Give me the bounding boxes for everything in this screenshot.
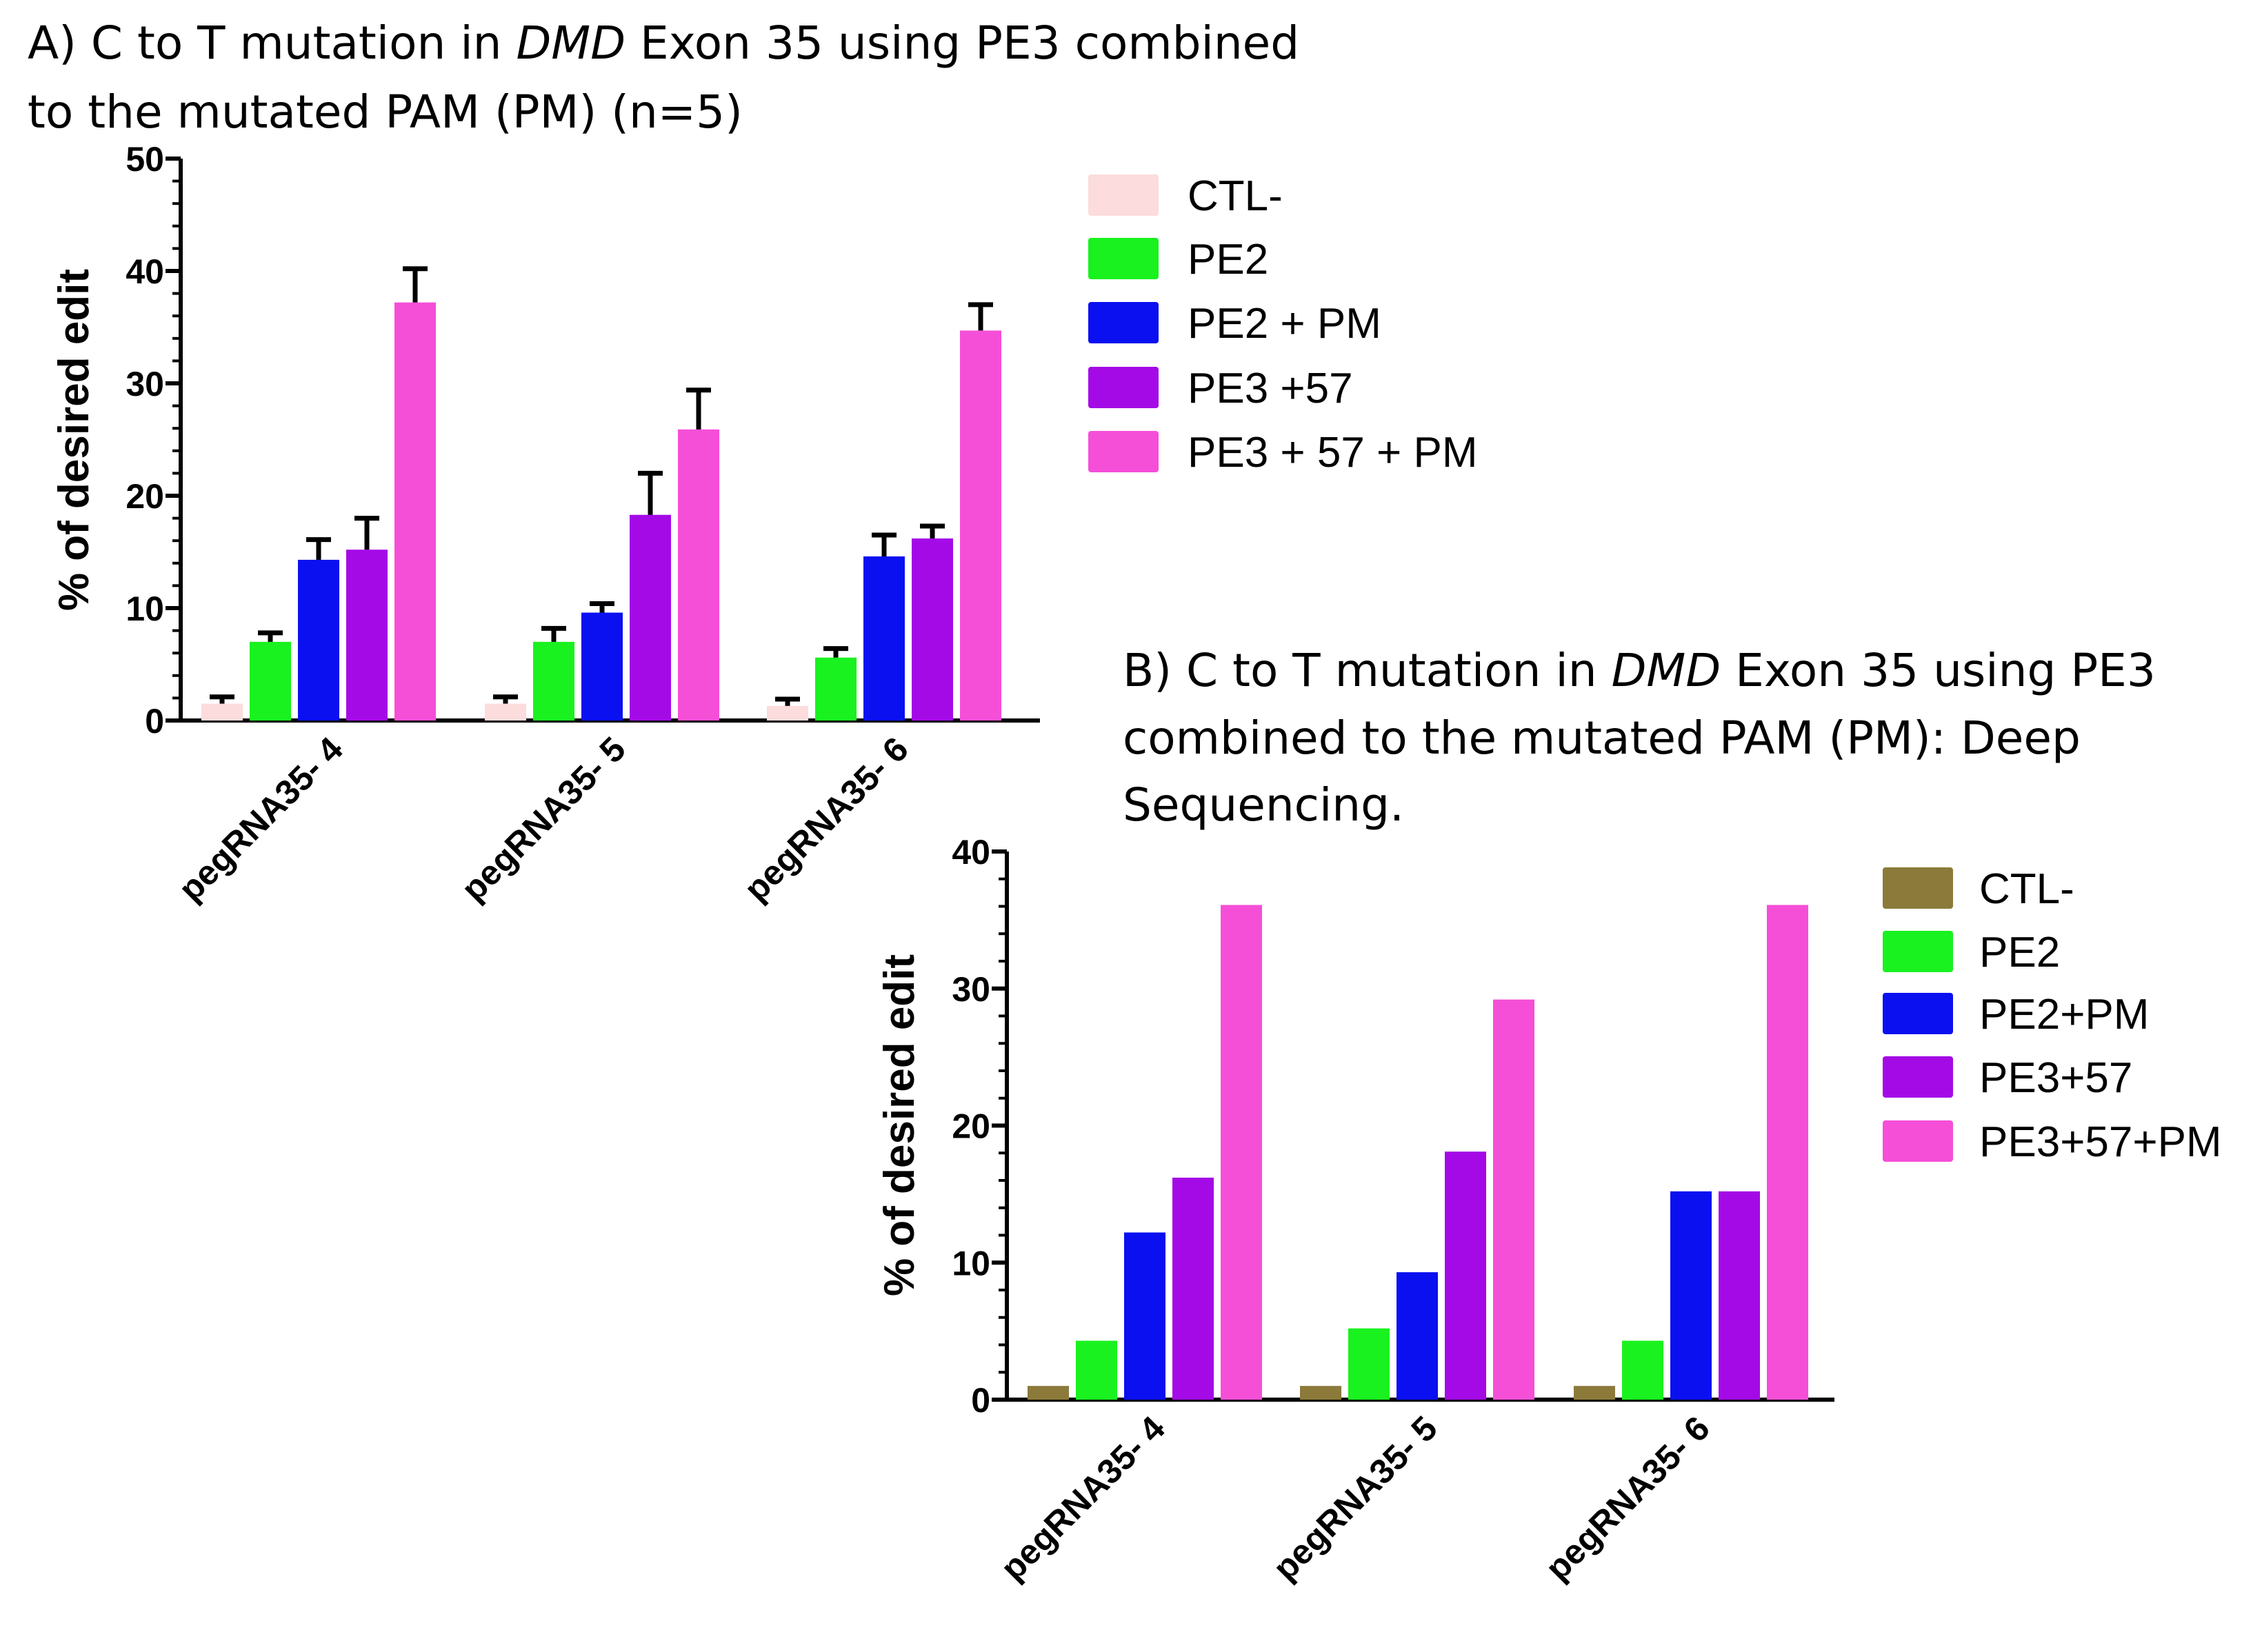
chart-a-y-tick-label: 50 bbox=[126, 140, 164, 179]
chart-b-bar-0-0 bbox=[1028, 1386, 1069, 1400]
chart-a-y-axis-label: % of desired edit bbox=[50, 269, 98, 611]
chart-b-title-line3: Sequencing. bbox=[1123, 778, 1404, 832]
chart-a-legend-label-2: PE2 + PM bbox=[1188, 300, 1381, 347]
chart-b-y-tick-label: 0 bbox=[971, 1381, 990, 1420]
chart-b-category-label-0: pegRNA35- 4 bbox=[993, 1409, 1172, 1588]
chart-b-bar-3-2 bbox=[1719, 1191, 1760, 1400]
chart-a-bar-2-1 bbox=[581, 612, 623, 721]
chart-b-bar-3-0 bbox=[1172, 1178, 1214, 1400]
chart-b-title-line2: combined to the mutated PAM (PM): Deep bbox=[1123, 712, 2081, 765]
chart-b-legend-label-4: PE3+57+PM bbox=[1979, 1118, 2222, 1166]
chart-b-bar-2-2 bbox=[1670, 1191, 1712, 1400]
chart-a-bar-4-1 bbox=[678, 429, 719, 721]
chart-a-legend-swatch-2 bbox=[1088, 302, 1159, 343]
chart-b-title: B) C to T mutation in DMD Exon 35 using … bbox=[1123, 644, 2156, 697]
chart-a-legend-label-0: CTL- bbox=[1188, 172, 1283, 220]
chart-a-legend-swatch-0 bbox=[1088, 174, 1159, 216]
chart-b-category-label-2: pegRNA35- 6 bbox=[1538, 1409, 1717, 1588]
chart-a-title-gene: DMD bbox=[516, 17, 625, 70]
chart-b-bar-0-1 bbox=[1300, 1386, 1341, 1400]
chart-b-y-axis-label: % of desired edit bbox=[876, 954, 923, 1296]
chart-a-category-label-1: pegRNA35- 5 bbox=[454, 729, 633, 909]
chart-a-bar-3-1 bbox=[630, 514, 671, 721]
chart-b-category-label-1: pegRNA35- 5 bbox=[1265, 1409, 1445, 1588]
chart-b-legend-label-2: PE2+PM bbox=[1979, 991, 2149, 1038]
chart-a-bar-1-1 bbox=[533, 641, 574, 721]
chart-b-bar-1-2 bbox=[1622, 1340, 1663, 1400]
chart-b: 0 10 20 30 40 % of desired edit pegRNA35- 4 peg… bbox=[876, 833, 2222, 1588]
chart-a-bar-4-2 bbox=[960, 330, 1001, 721]
chart-b-bar-4-0 bbox=[1221, 905, 1262, 1400]
chart-b-legend-label-1: PE2 bbox=[1979, 929, 2060, 976]
chart-a-legend-label-1: PE2 bbox=[1188, 236, 1268, 283]
chart-b-bar-3-1 bbox=[1445, 1151, 1486, 1400]
chart-b-y-tick-label: 30 bbox=[952, 970, 990, 1009]
chart-a-legend-swatch-4 bbox=[1088, 431, 1159, 472]
chart-a-legend-label-3: PE3 +57 bbox=[1188, 365, 1353, 412]
chart-a-title-line2: to the mutated PAM (PM) (n=5) bbox=[28, 85, 743, 139]
chart-a-bar-0-2 bbox=[767, 705, 808, 721]
chart-b-bar-0-2 bbox=[1574, 1386, 1615, 1400]
chart-b-legend-label-3: PE3+57 bbox=[1979, 1054, 2132, 1102]
chart-a-bar-2-0 bbox=[298, 559, 339, 721]
chart-b-legend-swatch-0 bbox=[1883, 867, 1953, 909]
chart-b-y-tick-label: 20 bbox=[952, 1107, 990, 1146]
chart-a-bar-0-1 bbox=[485, 703, 526, 721]
chart-a-bar-2-2 bbox=[863, 556, 905, 721]
chart-b-legend-swatch-2 bbox=[1883, 993, 1953, 1034]
chart-a-legend-swatch-1 bbox=[1088, 238, 1159, 279]
chart-b-y-tick-label: 10 bbox=[952, 1244, 990, 1282]
chart-a-title-part-2: Exon 35 using PE3 combined bbox=[625, 17, 1299, 70]
chart-b-bar-2-0 bbox=[1124, 1232, 1165, 1400]
chart-a-y-tick-label: 10 bbox=[126, 590, 164, 628]
chart-a-bar-1-0 bbox=[250, 641, 291, 721]
chart-a-y-tick-label: 40 bbox=[126, 252, 164, 291]
chart-a-bar-3-2 bbox=[912, 538, 953, 721]
chart-b-legend-swatch-4 bbox=[1883, 1120, 1953, 1162]
chart-a-y-tick-label: 20 bbox=[126, 477, 164, 516]
chart-b-legend-label-0: CTL- bbox=[1979, 865, 2074, 913]
chart-b-legend-swatch-3 bbox=[1883, 1056, 1953, 1098]
chart-b-bar-2-1 bbox=[1397, 1272, 1438, 1400]
chart-a-title-part-1: A) C to T mutation in bbox=[28, 17, 516, 70]
chart-b-bar-4-1 bbox=[1493, 999, 1534, 1400]
chart-a-title: A) C to T mutation in DMD Exon 35 using … bbox=[28, 17, 1299, 70]
chart-b-y-tick-label: 40 bbox=[952, 833, 990, 872]
chart-b-bar-1-0 bbox=[1076, 1340, 1117, 1400]
chart-b-bar-1-1 bbox=[1348, 1328, 1390, 1400]
chart-b-legend-swatch-1 bbox=[1883, 931, 1953, 972]
chart-a-bar-1-2 bbox=[815, 657, 857, 721]
chart-a-category-label-2: pegRNA35- 6 bbox=[737, 729, 916, 909]
chart-a-y-tick-label: 0 bbox=[145, 702, 164, 741]
chart-a-legend-label-4: PE3 + 57 + PM bbox=[1188, 429, 1477, 476]
chart-a-bar-4-0 bbox=[394, 302, 436, 721]
chart-b-title-part-2: Exon 35 using PE3 bbox=[1721, 644, 2156, 697]
chart-a-legend-swatch-3 bbox=[1088, 367, 1159, 408]
chart-b-bar-4-2 bbox=[1767, 905, 1808, 1400]
chart-b-title-part-1: B) C to T mutation in bbox=[1123, 644, 1612, 697]
chart-b-title-gene: DMD bbox=[1612, 644, 1721, 697]
chart-a-category-label-0: pegRNA35- 4 bbox=[171, 729, 350, 909]
chart-a-y-tick-label: 30 bbox=[126, 365, 164, 403]
chart-a-bar-3-0 bbox=[346, 550, 388, 721]
chart-a-bar-0-0 bbox=[201, 703, 243, 721]
